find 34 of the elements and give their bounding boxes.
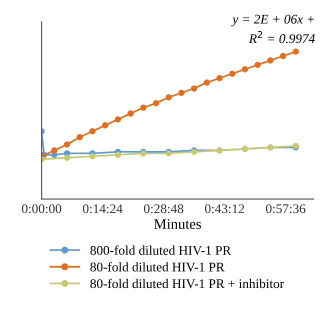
point bbox=[64, 154, 70, 161]
point bbox=[89, 153, 96, 160]
point bbox=[76, 134, 83, 140]
point bbox=[204, 79, 210, 86]
point bbox=[89, 128, 96, 134]
x-tick-label: 0:57:36 bbox=[266, 204, 306, 214]
legend-label: 800-fold diluted HIV-1 PR bbox=[90, 245, 232, 255]
point bbox=[166, 94, 172, 100]
text: R$^{2}$ = 0.9974 bbox=[248, 31, 315, 44]
point bbox=[292, 48, 299, 55]
point bbox=[102, 122, 108, 128]
point bbox=[178, 90, 185, 96]
point bbox=[191, 85, 198, 92]
legend-label: 80-fold diluted HIV-1 PR + inhibitor bbox=[90, 278, 284, 288]
point bbox=[140, 104, 146, 111]
point bbox=[64, 141, 70, 148]
point bbox=[216, 74, 223, 82]
x-axis-title: Minutes bbox=[154, 219, 201, 229]
x-tick-label: 0:43:12 bbox=[204, 204, 244, 214]
point bbox=[267, 57, 274, 64]
x-tick-label: 0:00:00 bbox=[22, 204, 62, 214]
point bbox=[114, 116, 121, 123]
point bbox=[280, 52, 286, 60]
point bbox=[242, 66, 248, 72]
point bbox=[51, 147, 58, 154]
legend-label: 80-fold diluted HIV-1 PR bbox=[90, 262, 225, 272]
x-tick-label: 0:28:48 bbox=[144, 204, 184, 214]
point bbox=[127, 110, 134, 117]
point bbox=[229, 70, 236, 77]
text: y = 2E + 06x + bbox=[231, 14, 314, 26]
point bbox=[254, 62, 261, 68]
point bbox=[114, 152, 121, 158]
x-tick-label: 0:14:24 bbox=[82, 204, 123, 214]
point bbox=[152, 100, 160, 106]
